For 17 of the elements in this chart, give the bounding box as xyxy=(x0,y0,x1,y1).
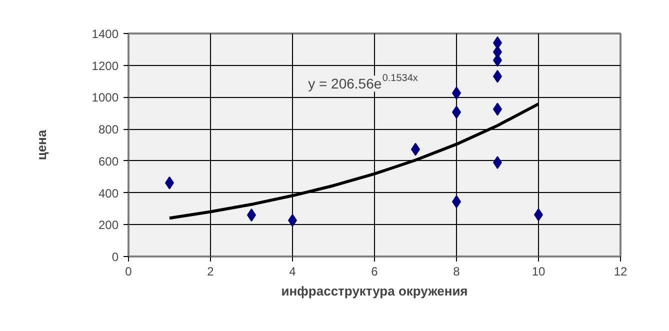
y-tick-label: 200 xyxy=(98,218,119,232)
x-tick-label: 6 xyxy=(371,264,378,278)
x-tick-label: 12 xyxy=(614,264,628,278)
y-tick-label: 400 xyxy=(98,186,119,200)
y-tick-label: 800 xyxy=(98,122,119,137)
y-tick-label: 1200 xyxy=(92,58,119,73)
x-tick-label: 0 xyxy=(125,264,132,278)
y-tick-label: 0 xyxy=(112,250,119,264)
x-tick-label: 8 xyxy=(453,264,460,278)
x-tick-label: 10 xyxy=(532,264,546,278)
x-axis-title: инфрасструктура окружения xyxy=(281,284,468,298)
y-tick-label: 1400 xyxy=(92,27,119,41)
x-tick-label: 4 xyxy=(289,264,296,278)
x-tick-label: 2 xyxy=(207,264,214,278)
y-tick-label: 600 xyxy=(98,154,119,168)
y-tick-label: 1000 xyxy=(92,90,119,105)
y-axis-title: цена xyxy=(34,129,49,160)
